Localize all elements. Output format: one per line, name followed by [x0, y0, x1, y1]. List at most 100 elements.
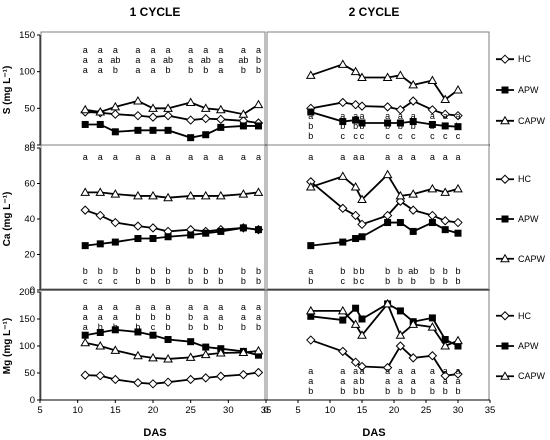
data-point-hc — [163, 110, 173, 121]
significance-letter: a — [218, 65, 223, 75]
data-point-hc — [338, 346, 348, 357]
data-point-capw — [408, 79, 419, 89]
data-point-apw — [217, 123, 225, 131]
y-axis-label-row-3: Mg (mg L⁻¹) — [2, 318, 13, 374]
significance-letter: a — [241, 312, 246, 322]
significance-letter: a — [256, 312, 261, 322]
series-line-hc — [84, 209, 259, 233]
significance-letter: b — [188, 276, 193, 286]
significance-letter: b — [430, 121, 435, 131]
data-point-capw — [95, 106, 106, 116]
data-point-apw — [187, 338, 195, 346]
data-point-apw — [254, 226, 262, 234]
x-tick-label: 30 — [223, 405, 234, 416]
data-point-hc — [408, 96, 418, 106]
significance-letter: a — [308, 152, 313, 162]
significance-letter: a — [385, 366, 390, 376]
y-tick-label: 0 — [30, 285, 35, 296]
y-tick-label: 150 — [19, 314, 35, 325]
data-point-capw — [133, 190, 143, 200]
significance-letter: b — [398, 266, 403, 276]
data-point-apw — [149, 126, 157, 134]
significance-letter: a — [359, 152, 364, 162]
legend-marker-hc — [500, 174, 510, 184]
data-point-hc — [357, 101, 367, 111]
significance-letter: c — [98, 276, 103, 286]
significance-letter: b — [359, 386, 364, 396]
significance-letter: b — [150, 266, 155, 276]
data-point-hc — [201, 113, 211, 124]
data-point-capw — [238, 189, 249, 198]
significance-letter: a — [340, 152, 345, 162]
significance-letter: b — [443, 276, 448, 286]
data-point-apw — [307, 108, 315, 116]
data-point-hc — [216, 371, 226, 381]
significance-letter: a — [83, 152, 88, 162]
data-point-apw — [409, 227, 417, 235]
y-tick-label: 100 — [19, 67, 35, 78]
significance-letter: a — [188, 45, 193, 55]
data-point-apw — [254, 122, 262, 130]
data-point-capw — [200, 349, 211, 359]
significance-letter: a — [150, 45, 155, 55]
significance-letter: a — [98, 65, 103, 75]
significance-letter: ab — [163, 55, 173, 65]
y-tick-label: 150 — [19, 30, 35, 41]
data-point-hc — [357, 361, 367, 372]
x-tick-label: 15 — [357, 405, 368, 416]
significance-letter: a — [340, 366, 345, 376]
data-point-hc — [133, 221, 143, 231]
significance-letter: a — [150, 302, 155, 312]
data-point-capw — [337, 171, 348, 180]
significance-letter: a — [455, 376, 460, 386]
series-line-capw — [310, 173, 459, 201]
data-point-capw — [427, 75, 438, 84]
significance-letter: a — [353, 152, 358, 162]
significance-letter: b — [256, 322, 261, 332]
significance-letter: a — [188, 152, 193, 162]
data-point-capw — [215, 104, 226, 114]
data-point-hc — [440, 370, 450, 381]
significance-letter: b — [430, 276, 435, 286]
significance-letter: b — [166, 65, 171, 75]
significance-letter: c — [443, 131, 448, 141]
data-point-hc — [427, 210, 438, 221]
significance-letter: a — [241, 152, 246, 162]
data-point-hc — [110, 109, 121, 119]
significance-letter: a — [398, 111, 403, 121]
significance-letter: a — [166, 45, 171, 55]
significance-letter: b — [203, 266, 208, 276]
significance-letter: a — [411, 376, 416, 386]
data-point-apw — [428, 219, 436, 227]
data-point-capw — [163, 103, 173, 112]
significance-letter: a — [135, 55, 140, 65]
data-point-capw — [357, 72, 367, 82]
data-point-apw — [454, 229, 462, 237]
significance-letter: a — [218, 302, 223, 312]
data-point-apw — [81, 331, 89, 339]
data-point-apw — [307, 242, 315, 250]
significance-letter: a — [241, 45, 246, 55]
significance-letter: b — [241, 266, 246, 276]
series-line-capw — [310, 302, 459, 348]
data-point-hc — [350, 357, 361, 367]
x-tick-label: 20 — [389, 405, 400, 416]
significance-letter: a — [411, 152, 416, 162]
data-point-apw — [149, 331, 157, 339]
significance-letter: c — [341, 131, 346, 141]
data-point-hc — [338, 203, 348, 214]
legend-label-apw: APW — [518, 341, 539, 351]
significance-letter: a — [398, 376, 403, 386]
significance-letter: b — [398, 121, 403, 131]
data-point-hc — [382, 102, 393, 112]
x-tick-label: 30 — [453, 405, 464, 416]
series-line-hc — [310, 181, 459, 226]
y-tick-label: 80 — [24, 143, 35, 154]
data-point-capw — [110, 101, 121, 111]
data-point-capw — [440, 187, 451, 196]
data-point-apw — [358, 315, 366, 323]
data-point-hc — [148, 379, 158, 389]
data-point-capw — [238, 109, 249, 118]
significance-letter: b — [455, 121, 460, 131]
